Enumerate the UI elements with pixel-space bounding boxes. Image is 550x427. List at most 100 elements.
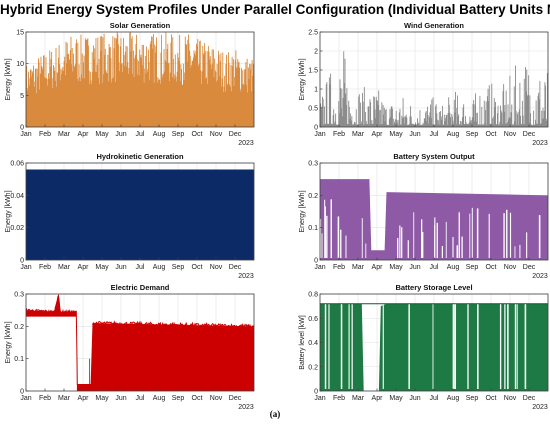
x-tick-label: Aug xyxy=(447,395,460,402)
y-tick-label: 0.3 xyxy=(308,161,318,168)
x-tick-label: Nov xyxy=(504,131,517,138)
x-tick-label: Mar xyxy=(58,395,71,402)
y-tick-label: 1 xyxy=(314,87,318,94)
x-tick-label: Oct xyxy=(192,264,203,271)
y-axis-label: Energy [kWh] xyxy=(299,190,306,232)
x-tick-label: Jun xyxy=(409,395,420,402)
x-tick-label: Dec xyxy=(229,395,242,402)
chart-panel-hydro: 0 0.02 0.04 0.06 Jan Feb Mar Apr May Jun Jul Aug Sep… xyxy=(5,152,255,280)
x-tick-label: Feb xyxy=(333,395,345,402)
series-spikes xyxy=(26,32,254,127)
x-tick-label: Apr xyxy=(372,395,384,402)
x-tick-label: Aug xyxy=(153,131,166,138)
y-tick-label: 0.2 xyxy=(308,193,318,200)
series-demand xyxy=(26,294,254,391)
series-hydro xyxy=(26,169,254,260)
x-tick-label: May xyxy=(389,264,403,271)
x-tick-label: Jul xyxy=(136,131,145,138)
x-tick-label: Dec xyxy=(523,131,536,138)
year-label: 2023 xyxy=(532,273,548,280)
y-tick-label: 0.2 xyxy=(308,364,318,371)
y-tick-label: 2 xyxy=(314,49,318,56)
x-tick-label: Sep xyxy=(466,264,479,271)
x-tick-label: Jan xyxy=(314,131,325,138)
year-label: 2023 xyxy=(532,140,548,147)
y-axis-label: Energy [kWh] xyxy=(299,58,306,100)
x-tick-label: May xyxy=(389,395,403,402)
y-tick-label: 0.04 xyxy=(10,193,24,200)
x-tick-label: Apr xyxy=(78,264,90,271)
x-tick-label: Jun xyxy=(115,131,126,138)
x-tick-label: Apr xyxy=(372,264,384,271)
x-tick-label: Apr xyxy=(78,131,90,138)
x-tick-label: Oct xyxy=(486,264,497,271)
x-tick-label: Dec xyxy=(523,264,536,271)
y-tick-label: 2.5 xyxy=(308,30,318,37)
x-tick-label: Jul xyxy=(430,131,439,138)
x-tick-label: Nov xyxy=(210,395,223,402)
x-tick-label: Aug xyxy=(153,395,166,402)
x-tick-label: Sep xyxy=(466,131,479,138)
series-line xyxy=(26,294,92,386)
y-tick-label: 0.2 xyxy=(14,324,24,331)
x-tick-label: Jan xyxy=(20,264,31,271)
chart-title: Wind Generation xyxy=(404,21,464,30)
x-tick-label: Oct xyxy=(192,395,203,402)
y-axis-label: Energy [kWh] xyxy=(5,321,12,363)
y-tick-label: 0 xyxy=(314,125,318,132)
series-area xyxy=(26,294,254,391)
x-tick-label: Aug xyxy=(447,264,460,271)
x-tick-label: May xyxy=(95,131,109,138)
series-area xyxy=(26,169,254,260)
x-tick-label: Sep xyxy=(172,131,185,138)
x-tick-label: Dec xyxy=(229,264,242,271)
y-tick-label: 0.5 xyxy=(308,106,318,113)
series-area xyxy=(320,179,548,260)
x-tick-label: Oct xyxy=(486,131,497,138)
series-top-edge xyxy=(92,320,254,330)
y-tick-label: 10 xyxy=(16,61,24,68)
y-tick-label: 0 xyxy=(20,258,24,265)
x-tick-label: Mar xyxy=(352,264,365,271)
y-tick-label: 0.1 xyxy=(14,356,24,363)
x-tick-label: Jan xyxy=(314,264,325,271)
x-tick-label: Apr xyxy=(372,131,384,138)
x-tick-label: Jul xyxy=(430,395,439,402)
chart-panel-solar: 0 5 10 15 Jan Feb Mar Apr May Jun Jul Aug Sep Oct Nov D… xyxy=(5,21,255,147)
figure-title: Hybrid Energy System Profiles Under Para… xyxy=(0,2,550,17)
chart-panel-storage: 0 0.2 0.4 0.6 0.8 Jan Feb Mar Apr May Jun Jul Aug Sep… xyxy=(299,283,549,411)
y-tick-label: 0.06 xyxy=(10,161,24,168)
series-battery_output xyxy=(320,179,548,260)
x-tick-label: Sep xyxy=(466,395,479,402)
y-tick-label: 0 xyxy=(314,258,318,265)
year-label: 2023 xyxy=(532,404,548,411)
y-tick-label: 5 xyxy=(20,93,24,100)
year-label: 2023 xyxy=(238,140,254,147)
x-tick-label: Feb xyxy=(333,131,345,138)
x-tick-label: Jan xyxy=(20,395,31,402)
x-tick-label: May xyxy=(389,131,403,138)
x-tick-label: Feb xyxy=(333,264,345,271)
x-tick-label: Mar xyxy=(352,395,365,402)
x-tick-label: Mar xyxy=(58,264,71,271)
x-tick-label: Dec xyxy=(523,395,536,402)
y-tick-label: 15 xyxy=(16,30,24,37)
x-tick-label: Nov xyxy=(210,264,223,271)
y-tick-label: 0 xyxy=(20,389,24,396)
y-tick-label: 0.1 xyxy=(308,225,318,232)
year-label: 2023 xyxy=(238,404,254,411)
x-tick-label: May xyxy=(95,395,109,402)
x-tick-label: Dec xyxy=(229,131,242,138)
x-tick-label: Feb xyxy=(39,395,51,402)
x-tick-label: Jul xyxy=(136,395,145,402)
x-tick-label: Jun xyxy=(115,264,126,271)
chart-panel-wind: 0 0.5 1 1.5 2 2.5 Jan Feb Mar Apr May Jun Jul Aug Sep O… xyxy=(299,21,549,147)
series-solar xyxy=(26,32,254,127)
chart-panel-demand: 0 0.1 0.2 0.3 Jan Feb Mar Apr May Jun Jul Aug Sep Oct… xyxy=(5,283,255,411)
y-axis-label: Energy [kWh] xyxy=(5,190,12,232)
chart-title: Electric Demand xyxy=(111,283,170,292)
x-tick-label: Mar xyxy=(352,131,365,138)
x-tick-label: Jan xyxy=(314,395,325,402)
x-tick-label: May xyxy=(95,264,109,271)
x-tick-label: Jun xyxy=(409,131,420,138)
